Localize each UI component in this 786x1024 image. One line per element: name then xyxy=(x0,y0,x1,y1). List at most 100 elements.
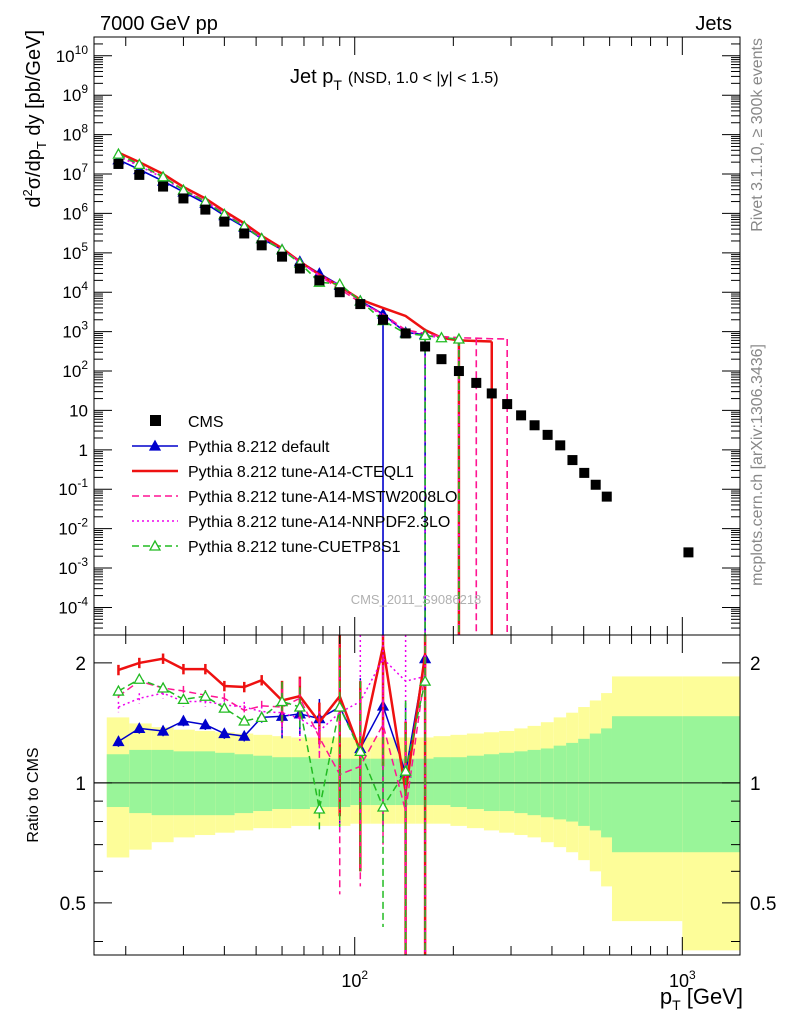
data-point-triangle xyxy=(148,439,162,451)
data-point-cms xyxy=(601,491,612,502)
legend-item: Pythia 8.212 tune-CUETP8S1 xyxy=(132,539,401,556)
data-point-cms xyxy=(579,467,590,478)
y-tick-label: 107 xyxy=(62,161,88,184)
ratio-axes: 102 103 0.5 0.5 1 1 2 2 xyxy=(60,635,776,991)
plot-title-extra: (NSD, 1.0 < |y| < 1.5) xyxy=(348,70,499,87)
data-point-triangle xyxy=(133,158,146,170)
data-point-triangle xyxy=(313,802,326,814)
data-point-triangle xyxy=(177,693,190,705)
data-point-cms xyxy=(134,169,145,180)
x-tick-label: 103 xyxy=(669,968,696,991)
uncertainty-band-inner xyxy=(129,749,152,814)
data-point-triangle xyxy=(238,714,251,726)
data-point-triangle xyxy=(354,744,367,756)
data-point-cms xyxy=(334,287,345,298)
data-point-triangle xyxy=(133,722,146,734)
data-point-triangle xyxy=(156,681,170,693)
ratio-line xyxy=(118,678,426,810)
data-point-cms xyxy=(219,216,230,227)
plot-title-subscript: T xyxy=(333,77,342,93)
data-point-cms xyxy=(200,204,211,215)
series-line xyxy=(117,151,492,343)
y-tick-label: 106 xyxy=(62,200,88,223)
data-point-cms xyxy=(529,420,540,431)
y-tick-label: 10-1 xyxy=(58,476,88,499)
data-point-cms xyxy=(400,328,411,339)
ratio-line xyxy=(118,646,427,792)
data-point-triangle xyxy=(238,729,251,741)
data-point-cms xyxy=(590,479,601,490)
data-point-cms xyxy=(420,341,431,352)
data-point-triangle xyxy=(293,700,306,712)
ratio-plot-frame xyxy=(93,634,741,956)
uncertainty-band-inner xyxy=(450,757,467,808)
data-point-cms xyxy=(256,240,267,251)
data-point-triangle xyxy=(156,724,170,736)
y-tick-label: 10-2 xyxy=(58,516,88,539)
data-point-triangle xyxy=(112,684,125,696)
rivet-version-label: Rivet 3.1.10, ≥ 300k events xyxy=(749,38,766,232)
main-panel: 10-4 10-3 10-2 10-1 1 10 102 103 104 105 106 107 108… xyxy=(56,36,741,636)
uncertainty-band-inner xyxy=(589,733,602,831)
legend-label: Pythia 8.212 tune-CUETP8S1 xyxy=(188,539,401,556)
uncertainty-band-inner xyxy=(466,755,484,810)
data-point-triangle xyxy=(156,170,170,182)
ratio-y-tick-label: 1 xyxy=(75,774,86,795)
data-point-triangle xyxy=(399,764,412,776)
uncertainty-band-inner xyxy=(433,757,451,806)
data-point-cms xyxy=(471,377,482,388)
data-point-triangle xyxy=(177,714,190,726)
plot-title-main: Jet p xyxy=(290,66,333,88)
data-point-triangle xyxy=(418,329,432,341)
legend-item: CMS xyxy=(150,414,224,431)
x-tick-label: 102 xyxy=(341,968,368,991)
data-point-cms xyxy=(436,354,447,365)
data-point-triangle xyxy=(255,711,268,723)
mcplots-credit: mcplots.cern.ch [arXiv:1306.3436] xyxy=(749,344,766,586)
y-tick-label: 105 xyxy=(62,240,88,263)
uncertainty-band-inner xyxy=(499,752,515,812)
jets-label: Jets xyxy=(695,13,732,35)
ratio-y-tick-label-right: 1 xyxy=(750,774,761,795)
data-point-cms xyxy=(158,181,169,192)
uncertainty-band-inner xyxy=(514,751,528,814)
x-axis-title: pT [GeV] xyxy=(660,984,743,1013)
y-tick-label: 108 xyxy=(62,122,88,145)
y-tick-label: 102 xyxy=(62,358,88,381)
y-tick-label: 10-4 xyxy=(58,594,88,617)
data-point-cms xyxy=(516,410,527,421)
uncertainty-band-inner xyxy=(106,754,130,808)
watermark: CMS_2011_S9086218 xyxy=(351,592,482,607)
data-point-triangle xyxy=(218,701,231,713)
data-point-cms xyxy=(178,193,189,204)
data-point-cms xyxy=(453,366,464,377)
y-tick-label: 109 xyxy=(62,82,88,105)
main-axes: 10-4 10-3 10-2 10-1 1 10 102 103 104 105 106 107 108… xyxy=(56,36,740,636)
energy-label: 7000 GeV pp xyxy=(100,13,218,35)
y-tick-label: 1 xyxy=(79,441,88,460)
y-tick-label: 10 xyxy=(69,401,88,420)
plot-title: Jet pT (NSD, 1.0 < |y| < 1.5) xyxy=(290,66,499,93)
ratio-y-tick-label-right: 0.5 xyxy=(750,894,776,915)
ratio-panel: 102 103 0.5 0.5 1 1 2 2 xyxy=(60,634,776,991)
legend-label: Pythia 8.212 tune-A14-MSTW2008LO xyxy=(188,489,457,506)
main-series xyxy=(112,147,694,635)
uncertainty-band-inner xyxy=(578,738,590,826)
data-point-triangle xyxy=(199,689,212,701)
data-point-cms xyxy=(378,314,389,325)
y-tick-label: 104 xyxy=(62,279,88,302)
data-point-cms xyxy=(502,399,513,410)
ratio-y-tick-label: 2 xyxy=(75,654,86,675)
ratio-line xyxy=(118,658,426,774)
data-point-cms xyxy=(314,275,325,286)
legend-label: Pythia 8.212 tune-A14-CTEQL1 xyxy=(188,464,414,481)
data-point-triangle xyxy=(148,539,162,551)
legend-label: Pythia 8.212 default xyxy=(188,439,330,456)
data-point-triangle xyxy=(112,147,125,159)
ratio-axis-title: Ratio to CMS xyxy=(25,747,42,842)
data-point-triangle xyxy=(452,332,466,344)
legend-item: Pythia 8.212 tune-A14-MSTW2008LO xyxy=(132,489,457,506)
data-point-triangle xyxy=(112,735,125,747)
legend-item: Pythia 8.212 default xyxy=(132,439,330,456)
